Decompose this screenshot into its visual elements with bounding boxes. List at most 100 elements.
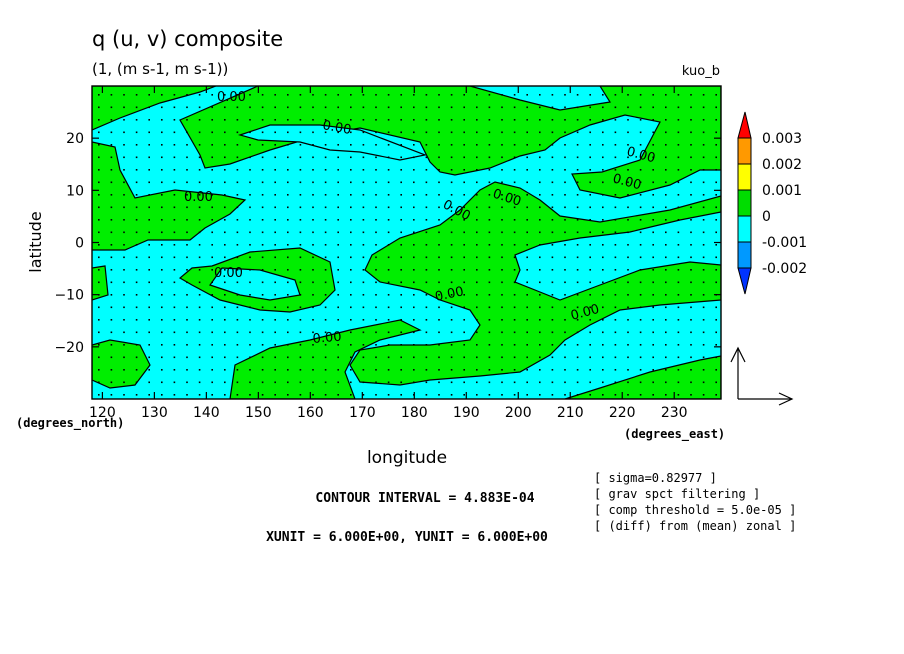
vector-arrow <box>690 269 692 271</box>
vector-arrow <box>564 256 566 259</box>
vector-arrow <box>702 94 705 96</box>
vector-arrow <box>287 169 289 171</box>
vector-arrow <box>564 306 566 309</box>
vector-arrow <box>602 294 604 296</box>
vector-arrow <box>350 206 352 209</box>
vector-arrow <box>413 381 415 384</box>
vector-arrow <box>274 244 276 246</box>
vector-arrow <box>614 331 617 334</box>
vector-arrow <box>236 256 239 259</box>
vector-arrow <box>148 256 150 259</box>
vector-arrow <box>589 169 591 171</box>
vector-arrow <box>211 394 213 396</box>
vector-arrow <box>425 219 428 221</box>
vector-arrow <box>627 281 629 284</box>
vector-arrow <box>652 281 654 284</box>
vector-arrow <box>715 394 717 396</box>
colorbar-bottom-cap <box>737 267 752 295</box>
vector-arrow <box>690 244 692 246</box>
vector-arrow <box>564 394 566 396</box>
vector-arrow <box>400 131 402 134</box>
vector-arrow <box>161 144 163 146</box>
vector-arrow <box>261 156 264 159</box>
vector-arrow <box>526 219 528 221</box>
x-tick-label: 220 <box>609 405 636 421</box>
vector-arrow <box>98 319 100 321</box>
vector-arrow <box>123 369 125 371</box>
vector-arrow <box>387 319 390 321</box>
vector-arrow <box>148 331 150 334</box>
vector-arrow <box>652 306 654 309</box>
vector-arrow <box>324 206 327 209</box>
vector-arrow <box>639 194 642 196</box>
vector-arrow <box>135 119 138 121</box>
vector-arrow <box>551 381 554 384</box>
vector-arrow <box>400 256 402 259</box>
vector-arrow <box>224 319 226 321</box>
vector-arrow <box>413 356 415 359</box>
vector-arrow <box>652 194 654 196</box>
vector-arrow <box>123 356 125 359</box>
vector-arrow <box>677 219 680 221</box>
vector-arrow <box>413 269 415 271</box>
vector-arrow <box>551 206 554 209</box>
vector-arrow <box>551 356 554 359</box>
positive-region <box>92 339 151 389</box>
vector-arrow <box>677 106 680 109</box>
vector-arrow <box>627 306 629 309</box>
contour-label: 0.00 <box>569 302 601 324</box>
vector-arrow <box>211 369 213 371</box>
vector-arrow <box>337 181 339 184</box>
vector-arrow <box>589 94 591 96</box>
vector-arrow <box>161 319 163 321</box>
vector-arrow <box>450 219 453 221</box>
vector-arrow <box>312 394 314 396</box>
vector-arrow <box>299 319 302 321</box>
vector-arrow <box>677 369 680 371</box>
vector-arrow <box>375 206 377 209</box>
vector-arrow <box>261 206 264 209</box>
vector-arrow <box>249 319 251 321</box>
vector-arrow <box>576 369 579 371</box>
vector-arrow <box>173 256 176 259</box>
vector-arrow <box>350 331 352 334</box>
vector-arrow <box>576 394 579 396</box>
vector-arrow <box>526 269 528 271</box>
vector-arrow <box>337 394 339 396</box>
vector-arrow <box>135 256 138 259</box>
vector-arrow <box>236 119 239 121</box>
vector-arrow <box>702 394 705 396</box>
vector-arrow <box>123 119 125 121</box>
vector-arrow <box>715 106 717 109</box>
vector-arrow <box>564 356 566 359</box>
vector-arrow <box>337 319 339 321</box>
vector-arrow <box>652 181 654 184</box>
vector-arrow <box>135 306 138 309</box>
vector-arrow <box>413 244 415 246</box>
vector-arrow <box>488 219 491 221</box>
vector-arrow <box>236 231 239 234</box>
vector-arrow <box>652 381 654 384</box>
vector-arrow <box>576 344 579 346</box>
vector-arrow <box>98 269 100 271</box>
vector-arrow <box>476 144 478 146</box>
vector-arrow <box>602 269 604 271</box>
vector-arrow <box>375 106 377 109</box>
vector-arrow <box>576 94 579 96</box>
vector-arrow <box>299 381 302 384</box>
vector-arrow <box>539 331 541 334</box>
vector-arrow <box>476 194 478 196</box>
vector-arrow <box>236 306 239 309</box>
vector-arrow <box>463 231 465 234</box>
vector-arrow <box>287 269 289 271</box>
y-tick-label: 0 <box>75 236 84 252</box>
vector-arrow <box>400 244 402 246</box>
vector-arrow <box>211 119 213 121</box>
vector-arrow <box>186 219 188 221</box>
vector-arrow <box>690 394 692 396</box>
vector-arrow <box>123 381 125 384</box>
vector-arrow <box>438 269 440 271</box>
vector-arrow <box>387 206 390 209</box>
vector-arrow <box>236 381 239 384</box>
vector-arrow <box>425 156 428 159</box>
